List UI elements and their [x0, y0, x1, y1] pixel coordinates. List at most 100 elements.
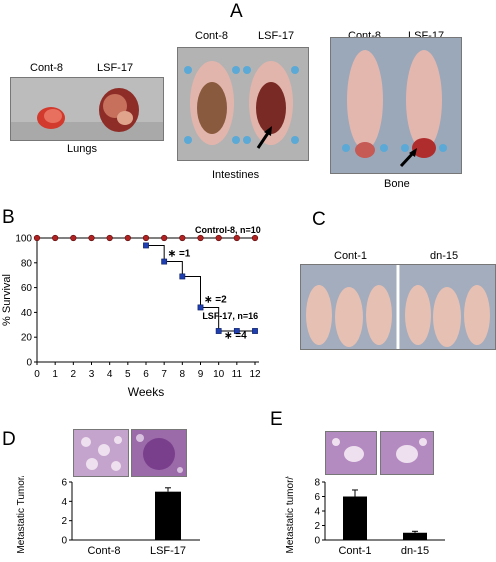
arrow-head-icon [409, 148, 417, 157]
vessel [344, 446, 364, 462]
y-tick-label: 100 [15, 234, 32, 245]
vessel [396, 445, 418, 463]
e-y-tick-label: 4 [314, 507, 320, 518]
histology-dn15-image [380, 431, 434, 475]
intestines-left-label: Cont-8 [195, 30, 229, 42]
pin-icon [243, 66, 251, 74]
pin-icon [232, 66, 240, 74]
lungs-photo [10, 77, 164, 141]
pin-icon [184, 136, 192, 144]
mouse-icon [335, 287, 363, 347]
survival-y-axis-label: % Survival [1, 274, 13, 326]
y-tick-label: 40 [21, 308, 33, 319]
e-y-axis-label: Metastatic tumor/field [285, 476, 296, 554]
data-point-lsf [215, 328, 222, 334]
d-y-tick-label: 6 [61, 478, 67, 489]
survival-annotations: ∗ =1 ∗ =2 ∗ =4 [168, 249, 247, 342]
x-tick-label: 4 [107, 369, 113, 380]
data-point-control [197, 234, 204, 242]
lsf-series-label: LSF-17, n=16 [202, 311, 258, 321]
y-tick-label: 80 [21, 258, 33, 269]
alveolus [111, 461, 121, 471]
pin-icon [184, 66, 192, 74]
lsf-mouse-intestines [256, 82, 286, 134]
intestines-right-label: LSF-17 [258, 30, 295, 42]
bone-caption: Bone [384, 178, 410, 190]
e-ticks: 0 2 4 6 8 [314, 478, 325, 547]
intestines-photo-art [184, 61, 299, 149]
x-tick-label: 10 [213, 369, 225, 380]
alveolus [98, 444, 110, 456]
data-point-control [233, 234, 240, 242]
x-tick-label: 2 [71, 369, 77, 380]
data-point-control [124, 234, 131, 242]
death-count-annotation: ∗ =1 [168, 249, 191, 260]
x-tick-label: 9 [198, 369, 204, 380]
intestines-photo [177, 47, 309, 161]
mice-right-label: dn-15 [430, 250, 459, 262]
data-point-control [106, 234, 113, 242]
d-bars [155, 487, 181, 540]
x-tick-label: 12 [249, 369, 261, 380]
d-y-tick-label: 4 [61, 497, 67, 508]
histology-cont1-image [325, 431, 377, 475]
x-tick-label: 7 [161, 369, 167, 380]
data-point-lsf [197, 304, 204, 311]
data-point-control [33, 234, 41, 242]
pin-icon [342, 144, 350, 152]
histology-cont1-art [326, 432, 376, 474]
histology-lsf-image [131, 429, 187, 477]
panel-c-letter: C [312, 209, 326, 230]
data-point-lsf [161, 258, 168, 265]
mice-left-label: Cont-1 [334, 250, 368, 262]
d-y-axis-label: Metastatic Tumor/Field [16, 476, 27, 554]
e-y-tick-label: 8 [314, 478, 320, 489]
pin-icon [243, 136, 251, 144]
alveolus [332, 438, 340, 446]
e-category-label: Cont-1 [338, 545, 371, 557]
histology-lsf-art [132, 430, 186, 476]
x-tick-label: 11 [232, 369, 243, 380]
death-count-annotation: ∗ =4 [224, 330, 247, 341]
mouse-icon [306, 285, 332, 345]
data-point-control [70, 234, 77, 242]
pin-icon [439, 144, 447, 152]
data-point-control [161, 234, 168, 242]
panel-b-letter: B [2, 207, 15, 228]
data-point-control [251, 234, 259, 242]
e-bar [343, 496, 367, 540]
death-count-annotation: ∗ =2 [204, 294, 227, 305]
pin-icon [401, 144, 409, 152]
mouse-icon [464, 285, 490, 345]
d-category-label: LSF-17 [150, 545, 186, 557]
histology-control-image [73, 429, 129, 477]
histology-control-art [74, 430, 128, 476]
d-y-tick-label: 2 [61, 516, 67, 527]
data-point-control [52, 234, 59, 242]
data-point-control [88, 234, 95, 242]
y-tick-label: 20 [21, 333, 33, 344]
control-mouse-intestines [197, 82, 227, 134]
data-point-control [215, 234, 222, 242]
d-bar [155, 491, 181, 540]
x-tick-label: 3 [89, 369, 95, 380]
mice-photo [300, 264, 496, 350]
e-categories: Cont-1 dn-15 [338, 545, 429, 557]
survival-axes [36, 238, 259, 363]
e-y-tick-label: 6 [314, 492, 320, 503]
data-point-lsf [233, 328, 240, 334]
intestines-caption: Intestines [212, 169, 260, 181]
control-mouse-legs [355, 142, 375, 158]
bone-photo [330, 37, 462, 174]
pin-icon [291, 136, 299, 144]
x-tick-label: 1 [52, 369, 58, 380]
data-point-lsf [143, 242, 149, 249]
pin-icon [380, 144, 388, 152]
lsf-lung-nodule [117, 111, 133, 125]
data-point-lsf [179, 273, 186, 280]
pin-icon [291, 66, 299, 74]
mouse-icon [366, 285, 392, 345]
e-category-label: dn-15 [401, 545, 429, 557]
survival-series-labels: Control-8, n=10 LSF-17, n=16 [195, 225, 261, 321]
alveolus [81, 437, 91, 447]
